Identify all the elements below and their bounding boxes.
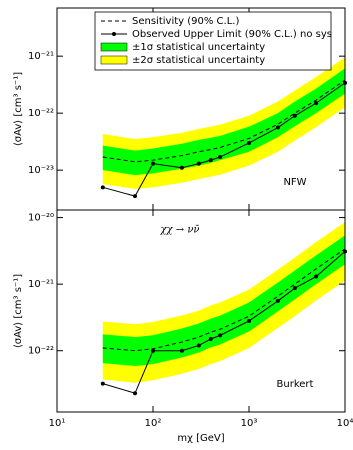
x-tick-label: 10¹ [49,418,66,429]
observed-point [314,274,319,279]
legend-box [94,11,332,71]
observed-point [218,333,223,338]
observed-point [275,298,280,303]
y-axis-label: ⟨σAv⟩ [cm³ s⁻¹] [13,274,24,348]
observed-point [292,286,297,291]
plot-frame [56,209,346,413]
sensitivity-line [102,79,346,163]
legend-label: Observed Upper Limit (90% C.L.) no sys [132,29,332,40]
observed-point [133,391,138,396]
y-tick-label: 10⁻²² [28,346,54,357]
observed-point [247,140,251,145]
observed-point [247,318,251,323]
y-tick-label: 10⁻²¹ [28,51,54,62]
x-tick-label: 10⁴ [337,418,353,429]
observed-point [208,336,213,341]
legend-label: ±1σ statistical uncertainty [132,42,265,53]
observed-point [196,343,201,348]
observed-point [151,161,155,166]
observed-point [179,165,184,170]
y-tick-label: 10⁻²¹ [28,279,54,290]
uncertainty-band [102,235,345,366]
legend-swatch [112,32,116,36]
observed-line [102,82,346,197]
legend-label: Sensitivity (90% C.L.) [132,16,239,27]
observed-point [151,348,155,353]
y-tick-label: 10⁻²⁰ [28,213,54,224]
observed-point [218,155,223,160]
observed-point [100,381,105,386]
observed-point [292,113,297,118]
x-axis-label: mχ [GeV] [177,433,224,444]
observed-point [196,161,201,166]
legend-swatch [100,55,128,65]
observed-point [133,194,138,199]
halo-label: NFW [283,177,306,188]
panel-title: χχ → νν̄ [159,225,199,236]
legend-label: ±2σ statistical uncertainty [132,55,265,66]
observed-point [179,348,184,353]
observed-point [100,185,105,190]
legend-swatch [100,42,128,52]
uncertainty-band [102,68,345,176]
observed-point [208,158,213,163]
observed-point [275,125,280,130]
y-tick-label: 10⁻²³ [28,165,54,176]
x-tick-label: 10² [145,418,162,429]
halo-label: Burkert [277,379,314,390]
sensitivity-line [102,248,346,352]
observed-point [314,101,319,106]
y-axis-label: ⟨σAv⟩ [cm³ s⁻¹] [13,72,24,146]
y-tick-label: 10⁻²² [28,108,54,119]
x-tick-label: 10³ [241,418,258,429]
observed-line [102,251,346,394]
